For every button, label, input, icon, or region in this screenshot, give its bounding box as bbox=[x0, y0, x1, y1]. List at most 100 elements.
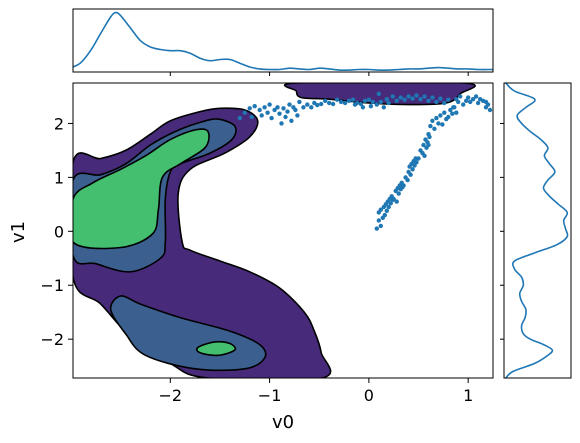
scatter-point-104 bbox=[422, 153, 427, 158]
scatter-point-117 bbox=[410, 167, 415, 172]
scatter-point-89 bbox=[434, 115, 439, 121]
scatter-point-83 bbox=[487, 107, 493, 113]
scatter-point-91 bbox=[438, 113, 443, 118]
scatter-point-74 bbox=[466, 95, 471, 100]
scatter-point-27 bbox=[309, 105, 314, 110]
scatter-layer bbox=[237, 91, 493, 231]
scatter-point-8 bbox=[262, 105, 267, 110]
scatter-point-58 bbox=[410, 96, 415, 101]
scatter-point-120 bbox=[413, 156, 418, 161]
scatter-point-60 bbox=[418, 97, 423, 102]
scatter-point-65 bbox=[438, 96, 443, 101]
scatter-point-72 bbox=[461, 102, 466, 107]
scatter-point-52 bbox=[386, 100, 391, 106]
x-tick-label-4: 1 bbox=[463, 386, 473, 405]
scatter-point-144 bbox=[388, 201, 393, 206]
scatter-point-146 bbox=[390, 197, 395, 203]
scatter-point-19 bbox=[287, 102, 292, 107]
scatter-point-2 bbox=[242, 110, 247, 115]
scatter-point-37 bbox=[346, 98, 352, 104]
scatter-point-64 bbox=[434, 99, 439, 105]
right-marginal-frame bbox=[503, 82, 572, 379]
scatter-point-131 bbox=[374, 226, 379, 231]
ticks-layer: −2 −1 0 1 −2 −1 0 1 2 bbox=[40, 72, 504, 405]
y-tick-label-5: 2 bbox=[54, 114, 64, 133]
scatter-point-126 bbox=[396, 191, 401, 196]
scatter-point-115 bbox=[408, 172, 413, 177]
scatter-point-96 bbox=[448, 107, 453, 113]
marginal-y-density-line bbox=[505, 83, 569, 378]
scatter-point-34 bbox=[334, 97, 340, 102]
scatter-point-32 bbox=[327, 100, 332, 106]
scatter-point-50 bbox=[381, 105, 386, 110]
scatter-point-25 bbox=[301, 105, 306, 110]
scatter-point-3 bbox=[247, 106, 252, 111]
scatter-point-48 bbox=[376, 91, 381, 97]
scatter-point-76 bbox=[470, 97, 476, 102]
scatter-point-92 bbox=[440, 122, 445, 127]
scatter-point-45 bbox=[368, 104, 374, 109]
scatter-point-51 bbox=[384, 97, 389, 102]
scatter-point-40 bbox=[358, 101, 364, 107]
scatter-point-98 bbox=[452, 105, 457, 110]
scatter-point-16 bbox=[281, 106, 286, 111]
scatter-point-49 bbox=[378, 99, 383, 105]
scatter-point-97 bbox=[450, 111, 455, 116]
scatter-point-112 bbox=[405, 177, 410, 183]
scatter-point-7 bbox=[259, 113, 264, 118]
scatter-point-142 bbox=[386, 204, 391, 210]
scatter-point-129 bbox=[399, 180, 404, 185]
scatter-point-15 bbox=[279, 121, 284, 126]
scatter-point-66 bbox=[442, 100, 447, 106]
scatter-point-132 bbox=[376, 218, 381, 223]
scatter-point-18 bbox=[285, 109, 290, 114]
scatter-point-26 bbox=[305, 102, 310, 107]
scatter-point-42 bbox=[366, 97, 372, 102]
scatter-point-35 bbox=[338, 99, 344, 105]
kde-contour-level-3-region-2 bbox=[195, 340, 237, 357]
scatter-point-33 bbox=[330, 101, 336, 107]
x-tick-label-1: −2 bbox=[159, 386, 183, 405]
x-tick-label-2: −1 bbox=[258, 386, 282, 405]
marginal-x-density-line bbox=[73, 11, 493, 72]
scatter-point-46 bbox=[360, 105, 366, 110]
scatter-point-75 bbox=[468, 99, 473, 105]
scatter-point-53 bbox=[390, 94, 395, 99]
scatter-point-38 bbox=[350, 97, 356, 102]
scatter-point-77 bbox=[473, 94, 479, 99]
scatter-point-23 bbox=[295, 113, 300, 118]
scatter-point-95 bbox=[446, 114, 451, 120]
scatter-point-140 bbox=[384, 208, 389, 213]
scatter-point-44 bbox=[374, 102, 379, 107]
scatter-point-30 bbox=[319, 101, 324, 107]
scatter-point-145 bbox=[389, 194, 394, 199]
y-tick-label-4: 1 bbox=[54, 168, 64, 187]
scatter-point-1 bbox=[237, 115, 242, 121]
scatter-point-93 bbox=[442, 110, 447, 115]
x-axis-title: v0 bbox=[272, 412, 294, 433]
scatter-point-5 bbox=[252, 104, 257, 109]
marginal-x-layer bbox=[73, 11, 493, 72]
scatter-point-99 bbox=[454, 110, 459, 115]
y-tick-label-1: −2 bbox=[40, 330, 64, 349]
y-tick-label-3: 0 bbox=[54, 222, 64, 241]
scatter-point-86 bbox=[428, 123, 433, 129]
scatter-point-61 bbox=[422, 94, 427, 99]
scatter-point-103 bbox=[421, 142, 426, 148]
scatter-point-88 bbox=[432, 126, 437, 131]
scatter-point-56 bbox=[402, 97, 407, 102]
scatter-point-70 bbox=[456, 99, 461, 105]
marginal-y-layer bbox=[505, 83, 569, 378]
scatter-point-124 bbox=[394, 199, 399, 204]
scatter-point-63 bbox=[430, 95, 435, 100]
scatter-point-17 bbox=[283, 114, 288, 120]
scatter-point-29 bbox=[315, 102, 320, 108]
scatter-point-12 bbox=[272, 107, 277, 113]
scatter-point-9 bbox=[265, 110, 270, 115]
scatter-point-90 bbox=[436, 121, 441, 126]
scatter-point-67 bbox=[446, 97, 451, 102]
scatter-point-55 bbox=[398, 95, 403, 100]
scatter-point-138 bbox=[382, 212, 387, 218]
scatter-point-47 bbox=[352, 102, 358, 107]
scatter-point-59 bbox=[414, 93, 419, 98]
